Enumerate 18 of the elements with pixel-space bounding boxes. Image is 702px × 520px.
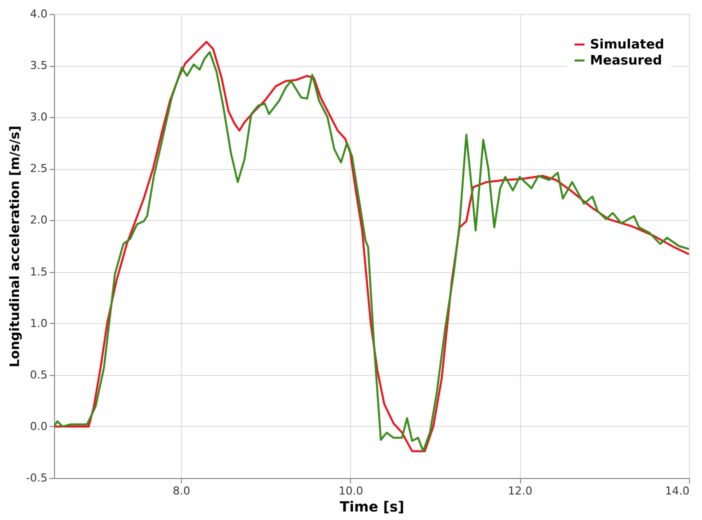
y-tick-label: 3.0 — [30, 110, 48, 124]
y-tick-label: 4.0 — [30, 8, 48, 20]
y-tick-label: 0.0 — [30, 420, 48, 433]
y-tick-label: 2.0 — [30, 214, 48, 227]
x-tick-label: 14.0 — [665, 484, 690, 498]
x-tick-label: 12.0 — [508, 484, 532, 498]
y-tick-label: 0.5 — [30, 368, 48, 382]
y-tick-label: 3.5 — [30, 59, 48, 72]
y-tick-label: -0.5 — [26, 472, 48, 484]
y-axis-title: Longitudinal acceleration [m/s/s] — [8, 126, 24, 368]
y-tick-label: 1.5 — [30, 265, 48, 278]
legend-label: Simulated — [590, 38, 664, 52]
y-tick-label: 2.5 — [30, 162, 48, 176]
x-tick-label: 10.0 — [338, 484, 364, 498]
legend-label: Measured — [590, 54, 662, 68]
x-axis-title: Time [s] — [340, 500, 404, 516]
x-tick-label: 8.0 — [172, 484, 190, 498]
y-tick-label: 1.0 — [30, 316, 48, 330]
